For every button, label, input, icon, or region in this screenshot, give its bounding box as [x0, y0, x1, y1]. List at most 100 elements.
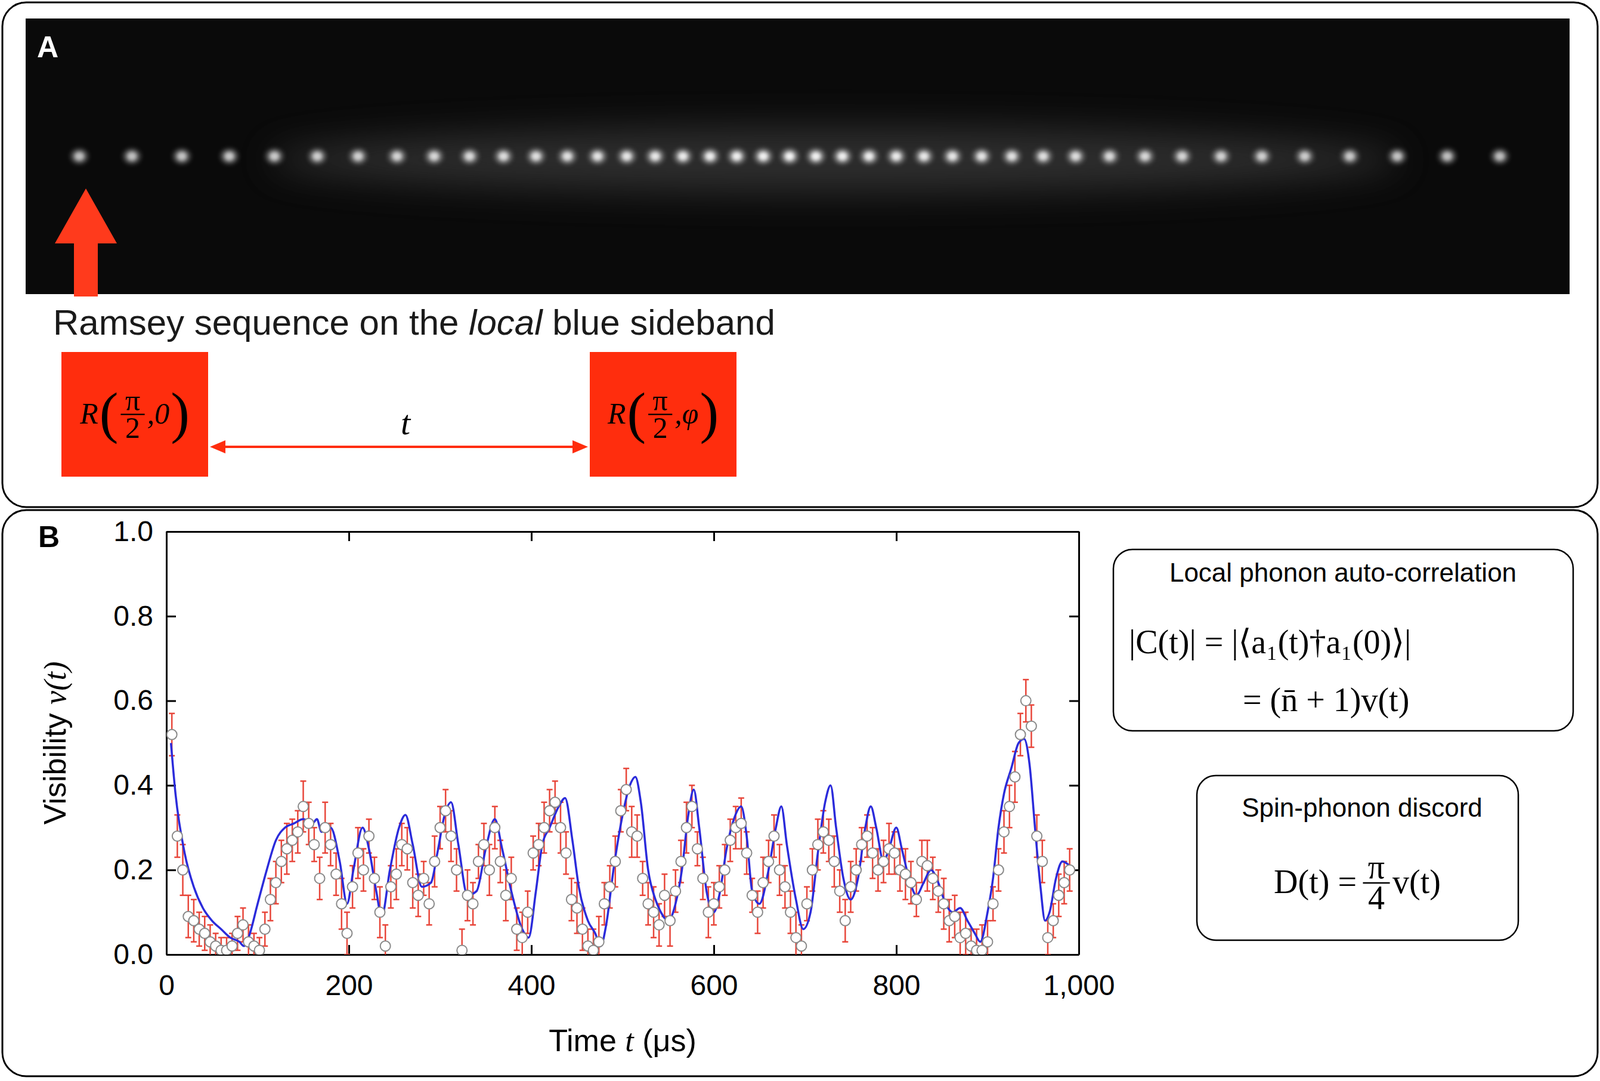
error-bar-cap	[278, 839, 285, 841]
ion-halo	[348, 147, 368, 165]
data-point	[774, 864, 785, 875]
error-bar-cap	[420, 860, 427, 863]
tick-mark	[1069, 700, 1079, 702]
error-bar-cap	[858, 826, 865, 829]
data-point	[413, 889, 424, 900]
data-point	[292, 826, 303, 837]
data-point	[314, 873, 326, 884]
ion	[621, 151, 633, 162]
tick: 800	[872, 944, 921, 1001]
data-point	[435, 822, 446, 833]
error-bar-cap	[672, 868, 679, 871]
ion-halo	[726, 147, 747, 165]
ion	[731, 151, 742, 162]
data-point	[391, 868, 402, 880]
box-title: Spin-phonon discord	[1241, 792, 1483, 822]
tick	[1069, 531, 1079, 532]
ion	[1070, 151, 1082, 162]
error-bar-cap	[185, 893, 192, 896]
error-bar-cap	[935, 911, 942, 914]
ion	[1006, 151, 1018, 162]
axis	[166, 531, 1080, 541]
fraction-denominator: 2	[653, 410, 668, 445]
ion-halo	[1135, 147, 1155, 165]
error-bar-cap	[623, 767, 630, 770]
tick	[1069, 616, 1079, 617]
delay-arrow	[221, 445, 577, 448]
ion-halo	[264, 147, 284, 165]
error-bar-cap	[628, 805, 635, 808]
error-bar-cap	[540, 801, 547, 804]
data-point	[500, 889, 512, 900]
formula-box	[1113, 549, 1574, 731]
error-bar-cap	[754, 932, 761, 934]
error-bar-cap	[514, 949, 521, 952]
error-bar-cap	[398, 864, 405, 867]
ion-chain	[69, 147, 1510, 165]
data-point	[850, 864, 862, 875]
error-bar-cap	[688, 784, 695, 786]
data-point	[456, 944, 467, 955]
data-point	[670, 885, 681, 896]
error-bar-cap	[344, 953, 351, 955]
error-bar-cap	[218, 936, 225, 939]
error-bar-cap	[1022, 678, 1029, 681]
ion	[1441, 151, 1453, 162]
ion	[463, 151, 475, 162]
error-bar-cap	[1017, 712, 1024, 715]
ion	[1139, 151, 1151, 162]
error-bar-cap	[907, 860, 914, 863]
error-bar-cap	[946, 940, 953, 943]
data-point	[828, 856, 840, 867]
tick	[348, 531, 350, 541]
error-bar-cap	[442, 788, 449, 791]
error-bar-cap	[568, 919, 575, 922]
math-text: )	[699, 381, 719, 445]
tick-label: 800	[872, 969, 921, 1001]
ion	[677, 151, 689, 162]
ion	[946, 151, 958, 162]
error-bar-cap	[694, 864, 701, 867]
ion-halo	[914, 147, 934, 165]
error-bar-cap	[848, 860, 854, 863]
ion-halo	[1172, 147, 1192, 165]
ion	[353, 151, 364, 162]
error-bar-cap	[234, 915, 241, 918]
data-point	[440, 805, 451, 816]
data-point	[424, 898, 435, 909]
error-bar-cap	[552, 780, 559, 782]
error-bar-cap	[1066, 848, 1073, 850]
ion	[428, 151, 440, 162]
error-bar-cap	[327, 864, 334, 867]
error-bar-cap	[650, 936, 657, 939]
error-bar-cap	[316, 898, 323, 901]
tick-mark	[1069, 784, 1079, 786]
ion-image	[25, 18, 1570, 294]
ion-halo	[1100, 147, 1120, 165]
data-point	[1059, 877, 1070, 888]
error-bar-cap	[628, 856, 635, 859]
error-bar-cap	[639, 860, 646, 863]
ion	[73, 151, 85, 162]
data-point	[933, 885, 944, 896]
formula-line: = (n̄ + 1)v(t)	[1242, 681, 1410, 719]
error-bar-cap	[924, 839, 931, 841]
math-text: ,0	[147, 396, 170, 430]
ion	[1299, 151, 1311, 162]
error-bar-cap	[349, 907, 356, 909]
error-bar-cap	[612, 834, 619, 837]
data-point	[632, 830, 643, 841]
tick	[1069, 700, 1079, 702]
error-bar-cap	[1017, 754, 1024, 757]
data-point	[938, 898, 949, 909]
ion-halo	[493, 147, 513, 165]
axis-line	[1078, 531, 1080, 955]
error-bar-cap	[995, 889, 1002, 892]
box-title: Local phonon auto-correlation	[1169, 557, 1517, 587]
error-bar-cap	[655, 945, 662, 947]
data-point	[347, 881, 358, 892]
ion-halo	[673, 147, 693, 165]
data-point	[889, 847, 900, 858]
error-bar-cap	[469, 923, 476, 926]
ion-halo	[219, 147, 239, 165]
